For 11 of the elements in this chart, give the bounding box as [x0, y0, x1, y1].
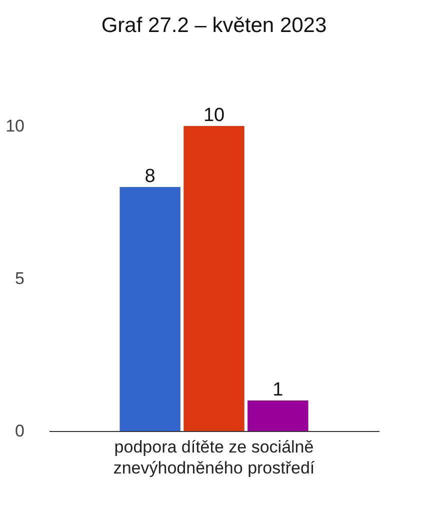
- bar: [120, 187, 180, 431]
- data-label: 1: [272, 380, 284, 400]
- data-label: 10: [203, 105, 225, 126]
- y-tick-label: 0: [15, 422, 24, 440]
- y-tick-label: 5: [15, 269, 24, 288]
- data-label: 8: [144, 166, 156, 187]
- bar: [184, 126, 244, 431]
- y-tick-label: 10: [6, 116, 24, 136]
- chart-title: Graf 27.2 – květen 2023: [101, 14, 327, 37]
- bar: [248, 400, 308, 431]
- x-tick-label: podpora dítěte ze sociálně znevýhodněného prostředí: [113, 438, 315, 478]
